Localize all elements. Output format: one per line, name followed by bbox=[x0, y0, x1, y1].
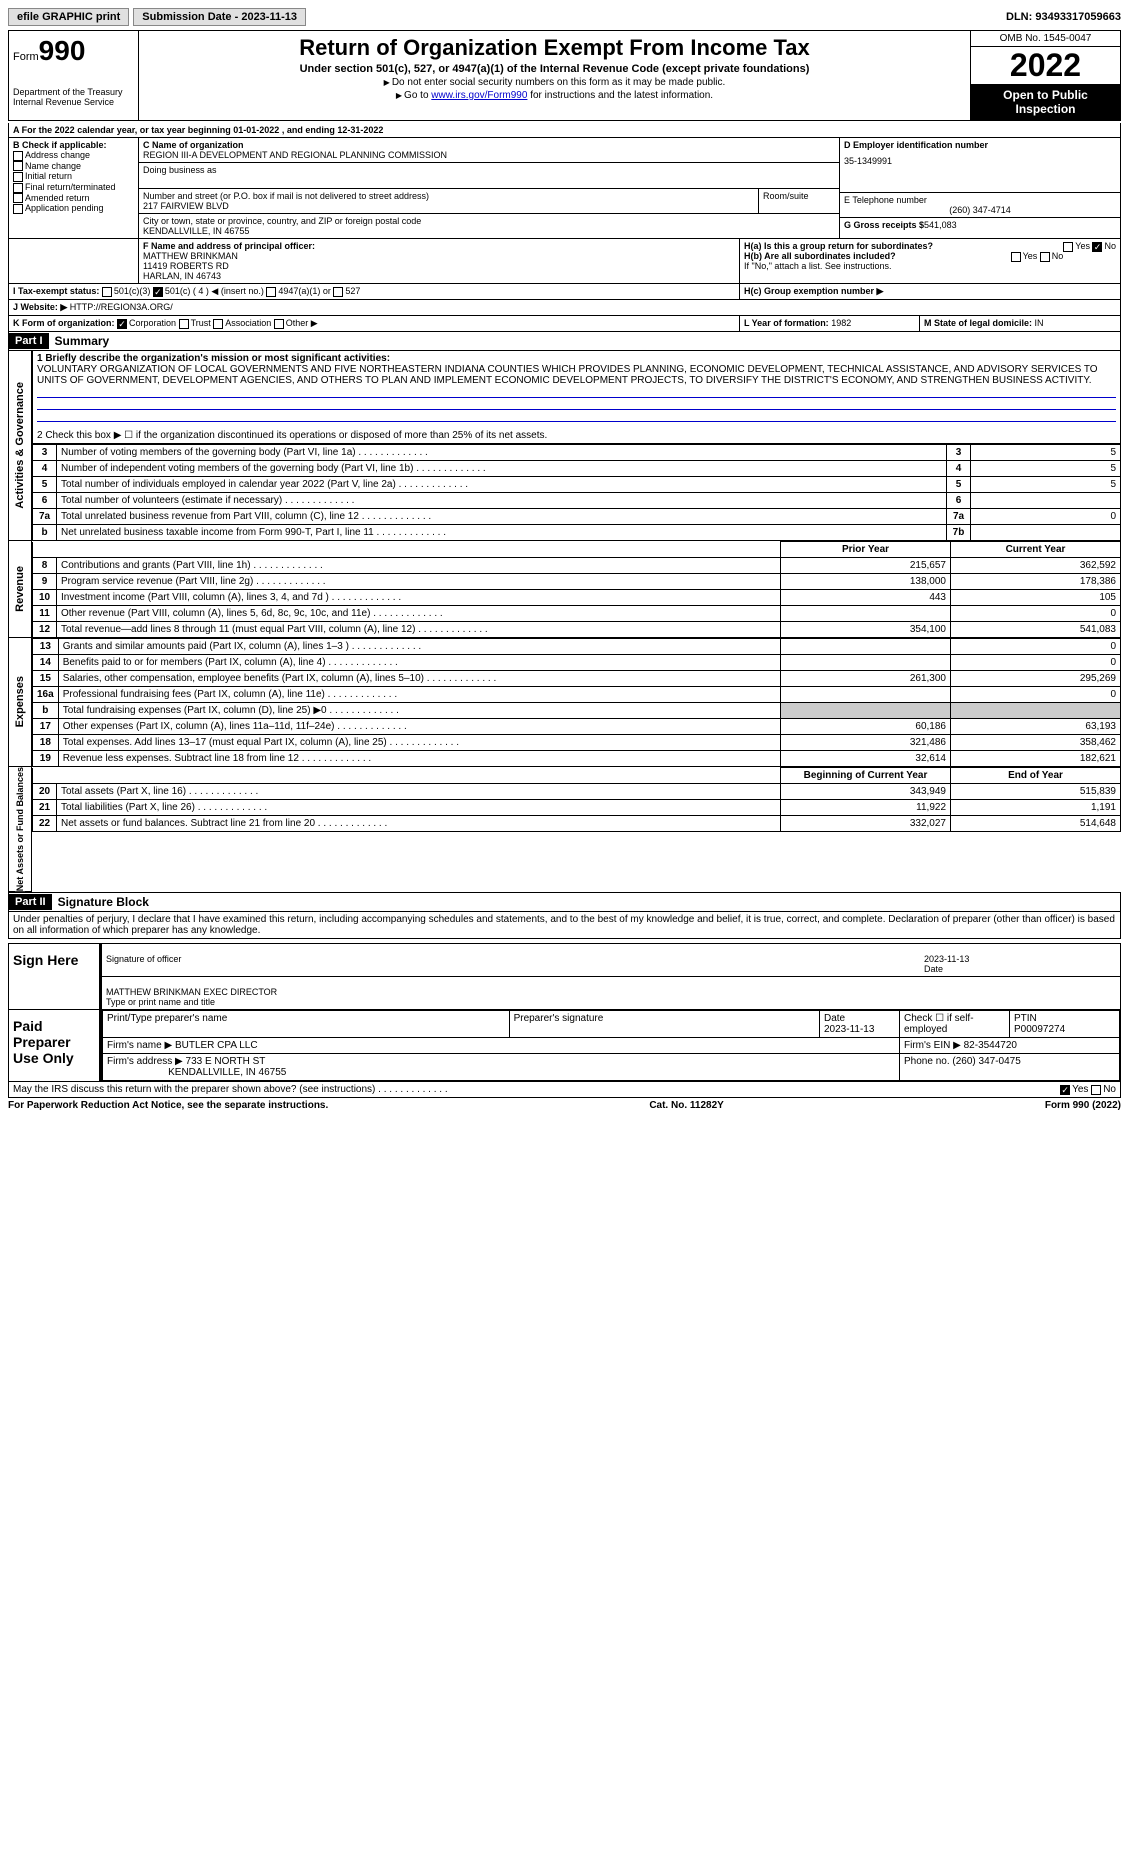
sign-here: Sign Here bbox=[9, 944, 99, 1009]
part2-title: Signature Block bbox=[52, 893, 155, 911]
footer: For Paperwork Reduction Act Notice, see … bbox=[8, 1098, 1121, 1113]
ein: 35-1349991 bbox=[844, 156, 1116, 166]
irs: Internal Revenue Service bbox=[13, 97, 134, 107]
officer-name: MATTHEW BRINKMAN bbox=[143, 251, 735, 261]
subdate-btn[interactable]: Submission Date - 2023-11-13 bbox=[133, 8, 306, 26]
l1: 1 Briefly describe the organization's mi… bbox=[37, 353, 1116, 364]
phone: (260) 347-4714 bbox=[844, 205, 1116, 215]
dept: Department of the Treasury bbox=[13, 87, 134, 97]
m-lbl: M State of legal domicile: bbox=[924, 318, 1032, 328]
note1: Do not enter social security numbers on … bbox=[143, 77, 966, 88]
note2: Go to www.irs.gov/Form990 for instructio… bbox=[143, 90, 966, 101]
vert-rev: Revenue bbox=[14, 566, 26, 612]
website[interactable]: HTTP://REGION3A.ORG/ bbox=[70, 302, 173, 312]
part2-hdr: Part II bbox=[9, 894, 52, 910]
irs-link[interactable]: www.irs.gov/Form990 bbox=[431, 90, 527, 101]
officer-name-sig: MATTHEW BRINKMAN EXEC DIRECTOR bbox=[106, 987, 1116, 997]
decl: Under penalties of perjury, I declare th… bbox=[8, 912, 1121, 939]
i-lbl: I Tax-exempt status: bbox=[13, 286, 99, 296]
omb: OMB No. 1545-0047 bbox=[971, 31, 1120, 47]
k-lbl: K Form of organization: bbox=[13, 318, 115, 328]
hc: H(c) Group exemption number ▶ bbox=[744, 286, 883, 296]
sig-officer: Signature of officer bbox=[102, 944, 920, 977]
disc-row: May the IRS discuss this return with the… bbox=[8, 1082, 1121, 1098]
section-b: B Check if applicable: Address change Na… bbox=[9, 138, 139, 238]
hb-note: If "No," attach a list. See instructions… bbox=[744, 261, 1116, 271]
form-990: Form990 bbox=[13, 35, 134, 67]
addr-lbl: Number and street (or P.O. box if mail i… bbox=[143, 191, 754, 201]
header: Form990 Department of the Treasury Inter… bbox=[8, 30, 1121, 121]
title: Return of Organization Exempt From Incom… bbox=[143, 35, 966, 61]
vert-exp: Expenses bbox=[14, 676, 26, 727]
g-lbl: G Gross receipts $ bbox=[844, 220, 924, 230]
l2: 2 Check this box ▶ ☐ if the organization… bbox=[37, 430, 1116, 441]
ha: H(a) Is this a group return for subordin… bbox=[744, 241, 1116, 251]
part1-hdr: Part I bbox=[9, 333, 49, 349]
officer-addr1: 11419 ROBERTS RD bbox=[143, 261, 735, 271]
addr: 217 FAIRVIEW BLVD bbox=[143, 201, 754, 211]
city-lbl: City or town, state or province, country… bbox=[143, 216, 835, 226]
vert-gov: Activities & Governance bbox=[14, 382, 26, 509]
year: 2022 bbox=[971, 47, 1120, 84]
officer-addr2: HARLAN, IN 46743 bbox=[143, 271, 735, 281]
d-lbl: D Employer identification number bbox=[844, 140, 1116, 150]
subtitle: Under section 501(c), 527, or 4947(a)(1)… bbox=[143, 63, 966, 75]
open-public: Open to Public Inspection bbox=[971, 84, 1120, 120]
c-name-lbl: C Name of organization bbox=[143, 140, 835, 150]
paid-prep: Paid Preparer Use Only bbox=[9, 1010, 99, 1081]
e-lbl: E Telephone number bbox=[844, 195, 1116, 205]
city: KENDALLVILLE, IN 46755 bbox=[143, 226, 835, 236]
org-name: REGION III-A DEVELOPMENT AND REGIONAL PL… bbox=[143, 150, 835, 160]
l-lbl: L Year of formation: bbox=[744, 318, 829, 328]
efile-btn[interactable]: efile GRAPHIC print bbox=[8, 8, 129, 26]
top-bar: efile GRAPHIC print Submission Date - 20… bbox=[8, 8, 1121, 26]
f-lbl: F Name and address of principal officer: bbox=[143, 241, 735, 251]
part1-title: Summary bbox=[49, 332, 116, 350]
dln: DLN: 93493317059663 bbox=[1006, 11, 1121, 23]
hb: H(b) Are all subordinates included? Yes … bbox=[744, 251, 1116, 261]
j-lbl: J Website: ▶ bbox=[13, 302, 67, 312]
row-a: A For the 2022 calendar year, or tax yea… bbox=[8, 123, 1121, 138]
vert-net: Net Assets or Fund Balances bbox=[15, 767, 25, 891]
gross: 541,083 bbox=[924, 220, 957, 230]
l1v: VOLUNTARY ORGANIZATION OF LOCAL GOVERNME… bbox=[37, 364, 1116, 386]
room-lbl: Room/suite bbox=[759, 189, 839, 213]
dba-lbl: Doing business as bbox=[139, 163, 839, 189]
